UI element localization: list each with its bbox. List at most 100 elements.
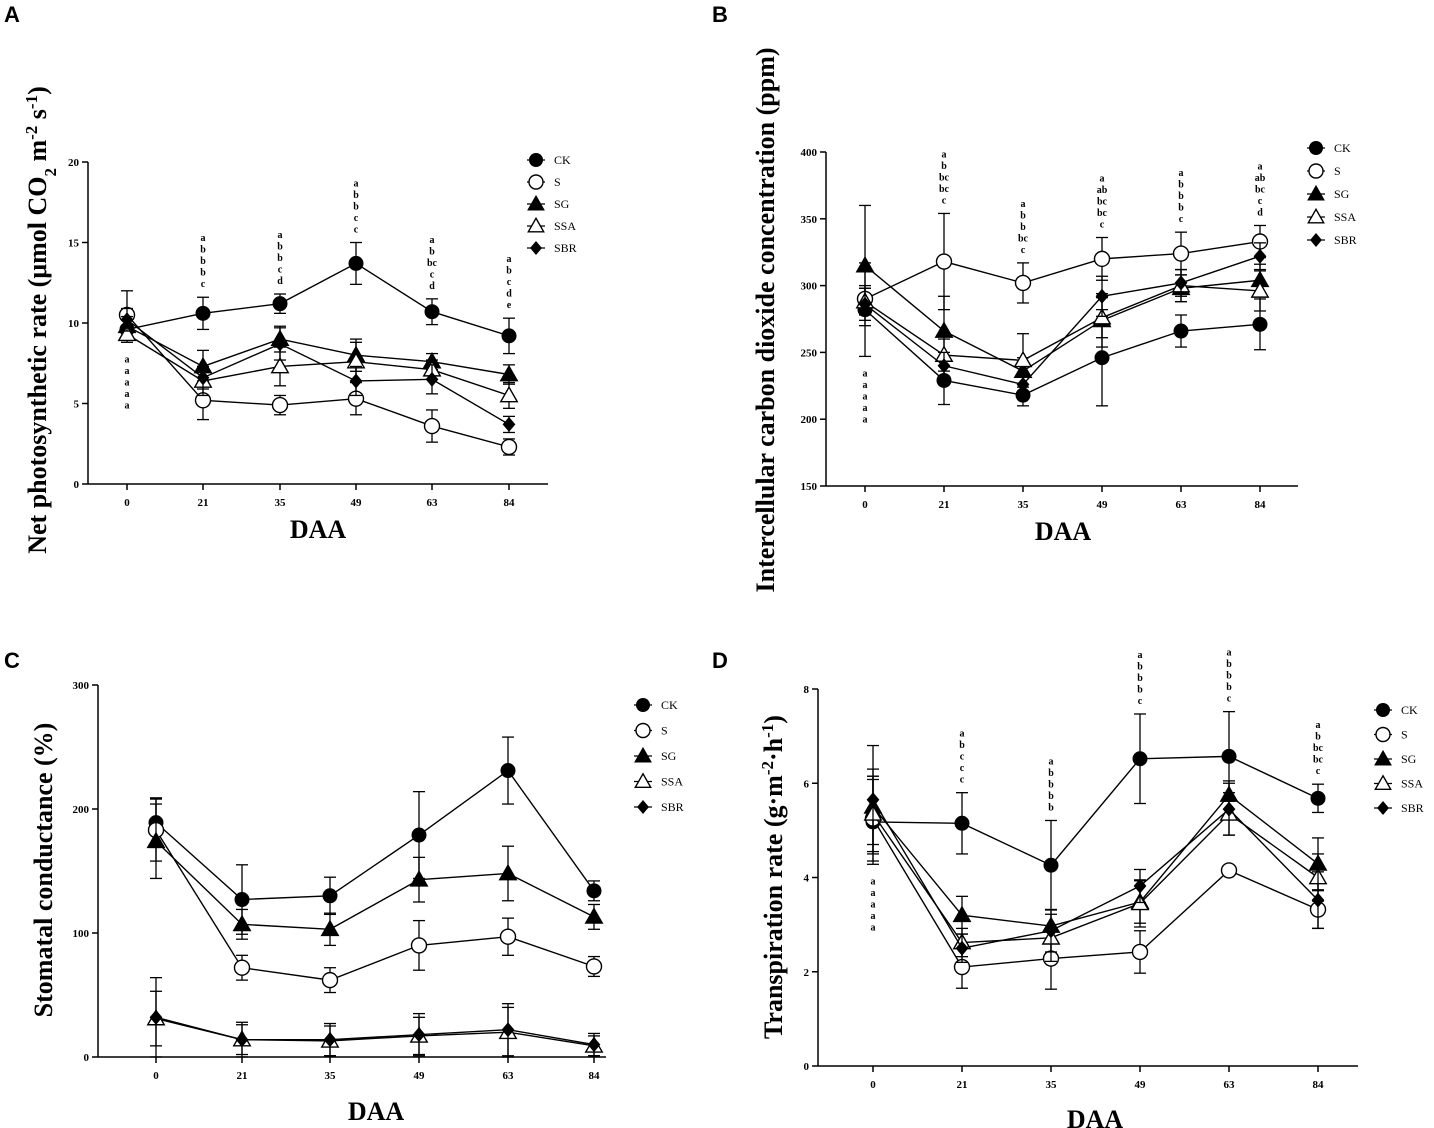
series-ck	[857, 262, 1268, 407]
significance-letter: d	[429, 281, 435, 292]
series-s	[856, 212, 1269, 313]
data-point	[423, 417, 441, 435]
data-point	[349, 373, 363, 389]
series-line	[155, 1016, 595, 1046]
y-tick-label: 10	[68, 318, 80, 330]
series-line	[872, 755, 1319, 867]
y-axis-label-part: -1	[758, 724, 777, 738]
y-tick-label: 300	[801, 281, 818, 293]
significance-letter: c	[201, 279, 206, 290]
y-tick-label: 400	[801, 147, 818, 159]
data-point	[499, 928, 517, 945]
series-line	[864, 255, 1261, 386]
series-line	[864, 265, 1261, 372]
significance-letter: a	[1179, 168, 1184, 179]
panel-letter: A	[4, 2, 20, 27]
x-tick-label: 21	[957, 1079, 968, 1091]
y-tick-label: 350	[801, 214, 818, 226]
significance-letter: c	[960, 775, 965, 786]
y-axis-label: Transpiration rate (g·m-2·h-1)	[758, 715, 789, 1039]
data-point	[585, 958, 603, 975]
significance-letter: bc	[1097, 197, 1108, 208]
y-tick-label: 300	[73, 680, 90, 692]
significance-letter: ab	[1255, 173, 1266, 184]
significance-letter: b	[200, 245, 206, 256]
series-sbr	[866, 744, 1325, 963]
panel-c: C 0 100 200 300 0 21 35 49 63 84 DAA Stomatal conduc…	[4, 648, 684, 1126]
data-point	[1222, 801, 1236, 817]
x-tick-label: 49	[1097, 499, 1109, 511]
significance-letter: b	[1048, 779, 1054, 790]
x-tick-label: 35	[1018, 499, 1030, 511]
x-tick-label: 0	[870, 1079, 876, 1091]
data-point	[410, 937, 428, 954]
legend-marker	[529, 153, 543, 167]
x-tick-label: 35	[1046, 1079, 1058, 1091]
x-tick-label: 63	[1224, 1079, 1236, 1091]
x-tick-label: 63	[427, 497, 439, 509]
significance-letter: b	[353, 202, 359, 213]
significance-letter: a	[863, 391, 868, 402]
data-point	[1311, 892, 1325, 908]
y-tick-label: 2	[804, 967, 810, 979]
panel-letter: D	[712, 648, 728, 673]
series-line	[872, 812, 1319, 944]
significance-letter: b	[200, 268, 206, 279]
significance-letter: d	[1257, 207, 1263, 218]
legend-marker	[1309, 141, 1323, 155]
y-tick-label: 0	[804, 1061, 810, 1073]
series-line	[872, 794, 1319, 927]
significance-letter: a	[871, 876, 876, 887]
significance-letter: a	[871, 911, 876, 922]
data-point	[934, 321, 954, 338]
legend-marker	[527, 216, 545, 233]
significance-letter: a	[863, 368, 868, 379]
legend-label: SG	[1401, 752, 1417, 766]
data-point	[1093, 250, 1111, 268]
data-point	[501, 1022, 515, 1038]
y-axis-label-part: 2	[41, 168, 60, 177]
legend-label: SG	[1334, 187, 1350, 201]
data-point	[120, 312, 134, 328]
y-axis-label-part: Net photosynthetic rate (μmol CO	[23, 177, 52, 554]
legend-marker	[1307, 184, 1325, 201]
significance-letter: b	[1020, 222, 1026, 233]
significance-letter: c	[1258, 196, 1263, 207]
significance-letter: d	[506, 289, 512, 300]
x-tick-label: 84	[1255, 499, 1267, 511]
x-tick-label: 21	[237, 1070, 248, 1082]
y-tick-label: 100	[73, 928, 90, 940]
significance-letter: c	[1138, 696, 1143, 707]
series-line	[155, 769, 595, 901]
data-point	[587, 1037, 601, 1053]
data-point	[935, 253, 953, 270]
legend: CK S SG SSA SBR	[1374, 703, 1424, 815]
significance-letter: a	[1100, 174, 1105, 185]
data-point	[1131, 943, 1149, 961]
significance-letter: b	[959, 740, 965, 751]
data-point	[499, 364, 519, 382]
legend-marker	[527, 194, 545, 211]
significance-letter: bc	[1097, 208, 1108, 219]
series-s	[118, 290, 518, 456]
legend-marker	[634, 772, 652, 788]
data-point	[271, 396, 289, 414]
data-point	[146, 831, 166, 849]
data-point	[149, 1009, 163, 1025]
series-line	[864, 240, 1261, 300]
significance-letter: e	[507, 300, 512, 311]
data-point	[501, 328, 517, 344]
x-axis-label: DAA	[290, 515, 347, 544]
series-line	[126, 319, 510, 426]
series-sbr	[858, 242, 1267, 396]
significance-letter: bc	[1313, 755, 1324, 766]
data-point	[270, 356, 290, 374]
series-line	[126, 325, 510, 376]
data-point	[323, 1032, 337, 1048]
data-point	[866, 792, 880, 808]
significance-letter: bc	[1018, 233, 1029, 244]
panel-b: B 150 200 250 300 350 400 0 21 35 49 63 84 DAA Interce…	[712, 2, 1357, 593]
significance-letter: b	[941, 161, 947, 172]
legend-label: S	[661, 724, 668, 738]
significance-letter: c	[1179, 214, 1184, 225]
